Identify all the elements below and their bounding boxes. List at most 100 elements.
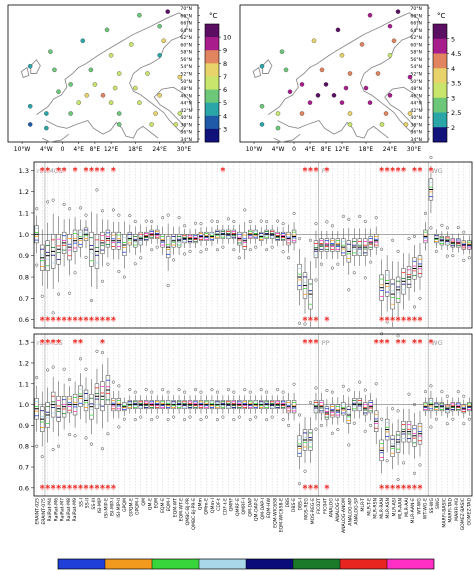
- significance-halo: [78, 339, 83, 345]
- outlier: [40, 455, 44, 459]
- box: [171, 226, 176, 262]
- box: [248, 390, 253, 422]
- method-label: RaiRat-M4: [47, 498, 53, 522]
- outlier: [413, 305, 417, 309]
- colorbar-segment: [433, 68, 447, 84]
- legend-frame: [57, 558, 435, 570]
- box: [374, 382, 379, 445]
- significance-star: *: [73, 484, 78, 494]
- box: [231, 390, 237, 422]
- outlier: [62, 367, 66, 371]
- significance-halo: [308, 339, 313, 345]
- outlier: [330, 390, 334, 394]
- box: [34, 376, 39, 448]
- significance-halo: [384, 339, 390, 345]
- box: [198, 390, 204, 422]
- significance-star: *: [379, 339, 384, 349]
- significance-halo: [45, 317, 51, 323]
- significance-star: *: [78, 484, 83, 494]
- outlier: [276, 388, 280, 392]
- significance-halo: [324, 485, 330, 491]
- outlier: [429, 425, 433, 429]
- significance-star: *: [303, 316, 308, 326]
- significance-star: *: [100, 484, 105, 494]
- significance-halo: [379, 339, 385, 345]
- significance-halo: [379, 317, 385, 323]
- method-label: CDF-t: [216, 498, 222, 511]
- outlier: [325, 388, 329, 392]
- significance-halo: [50, 339, 56, 345]
- outlier: [215, 390, 219, 394]
- method-label: ANALOG-ANOM: [341, 498, 347, 533]
- box: [176, 388, 182, 414]
- outlier: [35, 444, 39, 448]
- outlier: [194, 388, 198, 392]
- significance-halo: [395, 485, 401, 491]
- outlier: [57, 292, 61, 296]
- outlier: [161, 216, 165, 220]
- outlier: [84, 255, 88, 259]
- outlier: [396, 409, 400, 413]
- outlier: [308, 238, 312, 242]
- y-tick-label: 1.1: [19, 380, 29, 388]
- station-marker: [383, 111, 389, 116]
- significance-star: *: [78, 316, 83, 326]
- lat-label: 50°N: [410, 79, 422, 85]
- significance-halo: [313, 339, 319, 345]
- box: [291, 211, 297, 251]
- outlier: [155, 245, 159, 249]
- outlier: [462, 258, 466, 262]
- method-label: MLR-AAN: [398, 498, 404, 519]
- outlier: [363, 429, 367, 433]
- y-tick-label: 0.8: [19, 274, 29, 282]
- station-marker: [259, 63, 265, 69]
- legend-color-swatch: [152, 559, 199, 569]
- station-marker: [335, 27, 341, 33]
- outlier: [281, 250, 285, 254]
- station-marker: [27, 122, 33, 127]
- colorbar-segment: [433, 127, 447, 143]
- significance-halo: [78, 485, 83, 491]
- lon-label: 18°E: [359, 146, 374, 153]
- colorbar-tick-label: 4.5: [451, 50, 461, 58]
- method-label: ERAINT-025: [35, 498, 41, 525]
- box: [165, 213, 171, 288]
- significance-halo: [401, 339, 406, 345]
- outlier: [89, 299, 93, 303]
- y-tick-label: 0.7: [19, 464, 29, 472]
- outlier: [117, 425, 121, 429]
- outlier: [445, 226, 449, 230]
- box: [89, 379, 94, 446]
- outlier: [440, 223, 444, 227]
- box: [280, 222, 286, 254]
- method-label: ANALOG-E: [335, 498, 341, 522]
- y-tick-label: 0.6: [19, 316, 29, 324]
- box: [209, 219, 215, 246]
- box: [133, 390, 138, 422]
- lat-label: 44°N: [180, 101, 192, 107]
- outlier: [467, 417, 471, 421]
- station-marker: [339, 100, 345, 105]
- significance-star: *: [418, 484, 423, 494]
- station-marker: [403, 122, 409, 127]
- box: [439, 223, 445, 251]
- outlier: [232, 418, 236, 422]
- significance-star: *: [379, 316, 384, 326]
- group-label: PP: [322, 339, 330, 347]
- box: [324, 388, 330, 427]
- significance-star: *: [308, 339, 313, 349]
- colorbar-tick-label: 3: [223, 125, 227, 133]
- lat-label: 34°N: [180, 137, 192, 143]
- significance-halo: [61, 317, 67, 323]
- outlier: [341, 214, 345, 218]
- box: [291, 382, 297, 421]
- outlier: [106, 262, 110, 266]
- outlier: [166, 213, 170, 217]
- significance-star: *: [412, 316, 417, 326]
- station-marker: [407, 111, 413, 116]
- outlier: [445, 394, 449, 398]
- lon-label: 18°E: [128, 146, 143, 153]
- station-marker: [359, 42, 365, 47]
- lat-label: 34°N: [410, 137, 422, 143]
- significance-star: *: [100, 339, 105, 349]
